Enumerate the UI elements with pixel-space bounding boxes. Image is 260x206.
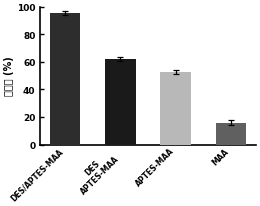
Bar bbox=[216, 123, 246, 145]
Bar bbox=[160, 73, 191, 145]
Bar bbox=[105, 60, 136, 145]
Y-axis label: 回收率 (%): 回收率 (%) bbox=[4, 56, 14, 96]
Bar bbox=[50, 14, 80, 145]
